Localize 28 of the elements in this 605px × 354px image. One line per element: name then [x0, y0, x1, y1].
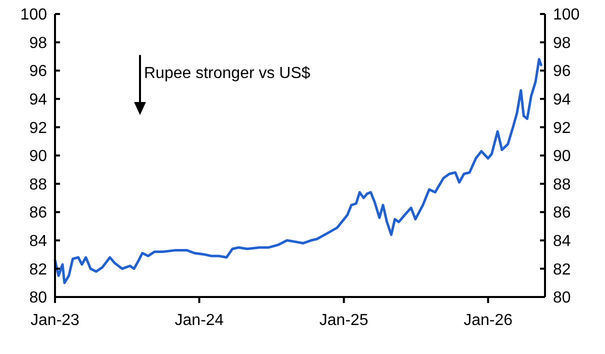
x-tick-label: Jan-24 — [174, 312, 224, 329]
y-tick-label: 84 — [29, 233, 48, 250]
y2-tick-label: 84 — [553, 233, 571, 250]
y-tick-label: 90 — [29, 148, 48, 166]
x-tick-label: Jan-25 — [319, 312, 368, 329]
y2-tick-label: 80 — [553, 290, 571, 307]
y2-tick-label: 96 — [553, 63, 571, 80]
y2-tick-label: 94 — [553, 92, 571, 108]
y2-tick-label: 100 — [553, 6, 580, 24]
x-tick-label: Jan-23 — [30, 312, 80, 329]
y-tick-label: 98 — [29, 34, 48, 52]
x-tick-label: Jan-26 — [464, 312, 513, 329]
y2-tick-label: 90 — [553, 148, 571, 166]
y-tick-label: 96 — [29, 63, 48, 80]
y-tick-label: 86 — [29, 204, 48, 222]
y-tick-label: 92 — [29, 120, 48, 137]
y-tick-label: 80 — [29, 290, 48, 307]
y-tick-label: 88 — [29, 176, 48, 194]
y2-tick-label: 82 — [553, 261, 571, 278]
y2-tick-label: 88 — [553, 176, 571, 194]
y2-tick-label: 86 — [553, 204, 571, 222]
y-tick-label: 94 — [29, 92, 48, 108]
y2-tick-label: 98 — [553, 34, 571, 52]
y2-tick-label: 92 — [553, 120, 571, 137]
y-tick-label: 82 — [29, 261, 48, 278]
line-series — [54, 58, 542, 284]
annotation: Rupee stronger vs US$ — [144, 65, 310, 82]
y-tick-label: 100 — [20, 6, 48, 24]
